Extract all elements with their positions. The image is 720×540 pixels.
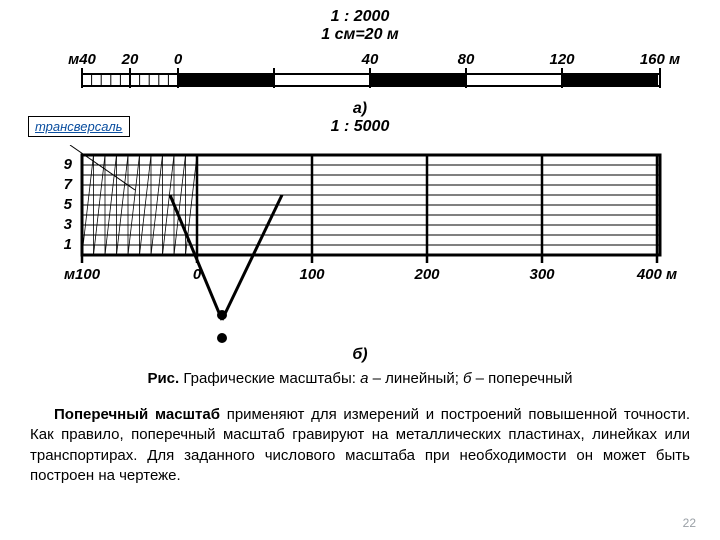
svg-text:400 м: 400 м bbox=[636, 266, 677, 283]
ratio-b: 1 : 5000 bbox=[331, 118, 390, 135]
page-number: 22 bbox=[683, 516, 696, 530]
caption-dash2: – поперечный bbox=[471, 370, 572, 387]
svg-text:м100: м100 bbox=[64, 266, 101, 283]
svg-text:160 м: 160 м bbox=[640, 51, 680, 68]
svg-text:1: 1 bbox=[64, 236, 72, 253]
label-b: б) bbox=[0, 346, 720, 364]
cm-to-m-a: 1 см=20 м bbox=[321, 26, 399, 43]
svg-text:40: 40 bbox=[361, 51, 379, 68]
caption-text1: Графические масштабы: bbox=[179, 370, 360, 387]
svg-text:300: 300 bbox=[529, 266, 555, 283]
svg-text:20: 20 bbox=[121, 51, 139, 68]
body-lead: Поперечный масштаб bbox=[54, 406, 220, 423]
svg-text:3: 3 bbox=[64, 216, 73, 233]
svg-text:120: 120 bbox=[549, 51, 575, 68]
svg-text:м40: м40 bbox=[68, 51, 96, 68]
svg-text:9: 9 bbox=[64, 156, 73, 173]
transversal-scale: м1000100200300400 м97531 bbox=[0, 145, 720, 365]
svg-text:100: 100 bbox=[299, 266, 325, 283]
caption-dash1: – линейный; bbox=[368, 370, 463, 387]
svg-text:200: 200 bbox=[413, 266, 440, 283]
scale-a-header: 1 : 2000 1 см=20 м bbox=[0, 8, 720, 45]
caption-prefix: Рис. bbox=[147, 370, 179, 387]
body-paragraph: Поперечный масштаб применяют для измерен… bbox=[30, 405, 690, 486]
ratio-a: 1 : 2000 bbox=[331, 8, 390, 25]
svg-text:5: 5 bbox=[64, 196, 73, 213]
svg-text:0: 0 bbox=[174, 51, 183, 68]
label-a: а) bbox=[353, 100, 367, 117]
svg-text:80: 80 bbox=[458, 51, 475, 68]
transversal-label: трансверсаль bbox=[28, 116, 130, 137]
figure-caption: Рис. Графические масштабы: а – линейный;… bbox=[0, 370, 720, 387]
svg-text:7: 7 bbox=[64, 176, 73, 193]
transversal-text: трансверсаль bbox=[35, 119, 123, 134]
